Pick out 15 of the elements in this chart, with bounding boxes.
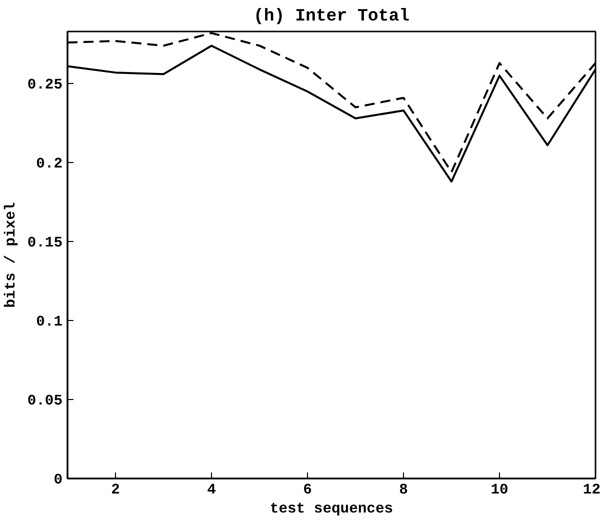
y-tick-label: 0.25 xyxy=(27,78,63,94)
x-tick-label: 2 xyxy=(111,482,120,498)
y-tick-label: 0 xyxy=(54,472,62,488)
y-tick-label: 0.2 xyxy=(36,156,63,173)
y-tick-label: 0.1 xyxy=(36,314,63,331)
x-tick-label: 6 xyxy=(303,482,312,498)
x-tick-label: 4 xyxy=(207,482,216,498)
y-axis-title: bits / pixel xyxy=(3,202,20,308)
y-tick-label: 0.15 xyxy=(27,236,63,252)
x-tick-label: 12 xyxy=(582,482,601,498)
y-tick-label: 0.05 xyxy=(27,394,63,410)
x-tick-label: 10 xyxy=(490,482,508,498)
x-tick-label: 8 xyxy=(399,482,408,498)
x-axis-title: test sequences xyxy=(270,502,394,518)
chart-title: (h) Inter Total xyxy=(254,8,410,26)
